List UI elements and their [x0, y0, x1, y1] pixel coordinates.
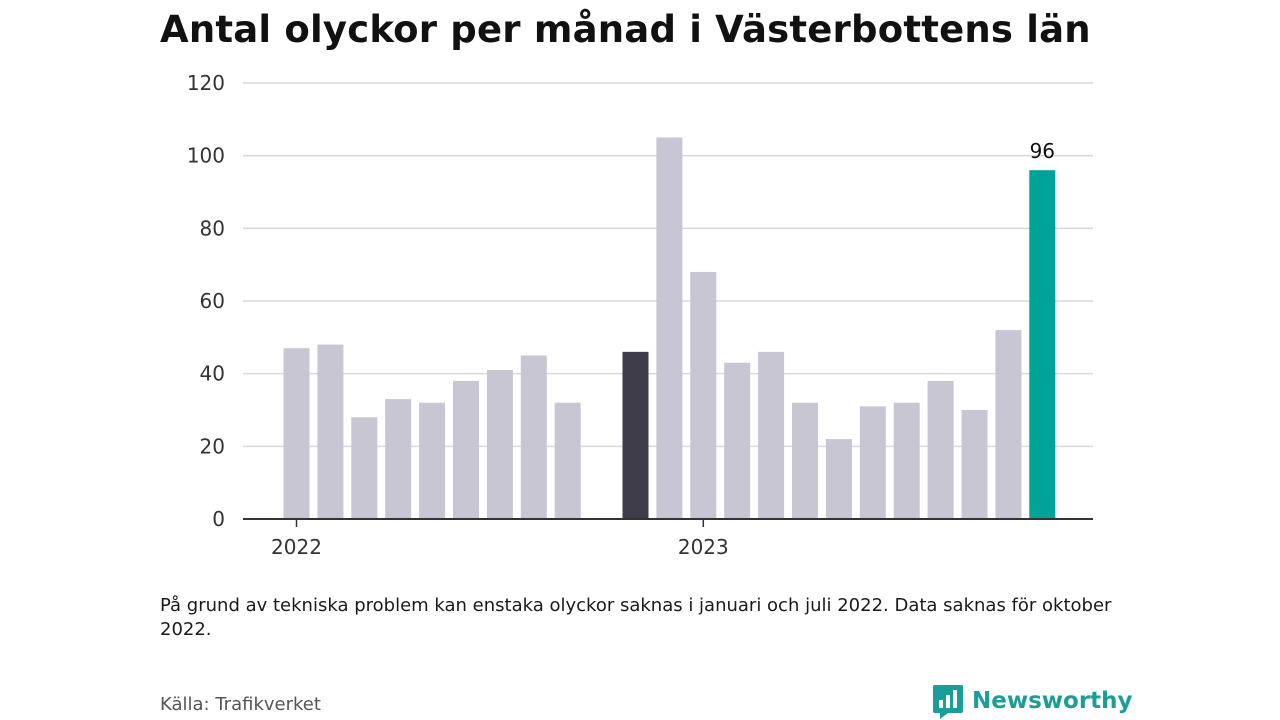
- source-credit: Källa: Trafikverket: [160, 694, 321, 715]
- y-tick-label: 40: [200, 362, 225, 386]
- brand-logo: Newsworthy: [932, 683, 1133, 719]
- bar: [995, 330, 1022, 519]
- y-tick-label: 20: [200, 434, 225, 458]
- chart-title: Antal olyckor per månad i Västerbottens …: [160, 8, 1091, 51]
- brand-name: Newsworthy: [972, 688, 1133, 714]
- newsworthy-logo-icon: [933, 685, 963, 719]
- x-axis: 2022 2023: [243, 518, 1093, 559]
- x-tick-label: 2023: [678, 535, 729, 559]
- bar: [419, 402, 446, 519]
- x-tick-label: 2022: [271, 535, 322, 559]
- bar: [656, 137, 683, 519]
- bar: [520, 355, 547, 519]
- bar: [317, 344, 344, 519]
- bar: [961, 410, 988, 519]
- bar: [825, 439, 852, 519]
- bar: [859, 406, 886, 519]
- bar: [283, 348, 310, 519]
- bar: [554, 402, 581, 519]
- bar: [792, 402, 818, 519]
- y-tick-label: 100: [187, 144, 225, 168]
- bar: [927, 380, 954, 519]
- bar: [486, 370, 513, 519]
- data-labels: 96: [1030, 139, 1055, 163]
- bar: [1029, 170, 1056, 519]
- y-tick-label: 60: [200, 289, 225, 313]
- data-label: 96: [1030, 139, 1055, 163]
- bar: [893, 402, 920, 519]
- y-axis-tick-labels: 0 20 40 60 80 100 120: [187, 71, 225, 531]
- y-tick-label: 120: [187, 71, 225, 95]
- bar: [690, 271, 717, 519]
- bar: [758, 351, 785, 519]
- chart-note: På grund av tekniska problem kan enstaka…: [160, 595, 1112, 640]
- y-tick-label: 80: [200, 216, 225, 240]
- bar: [453, 380, 479, 519]
- bar: [385, 399, 412, 519]
- bar: [351, 417, 378, 519]
- bar-chart: 0 20 40 60 80 100 120 96 2022 2023: [187, 71, 1093, 559]
- y-tick-label: 0: [212, 507, 225, 531]
- bar: [724, 362, 751, 519]
- bar: [622, 351, 649, 519]
- bars: [283, 137, 1056, 519]
